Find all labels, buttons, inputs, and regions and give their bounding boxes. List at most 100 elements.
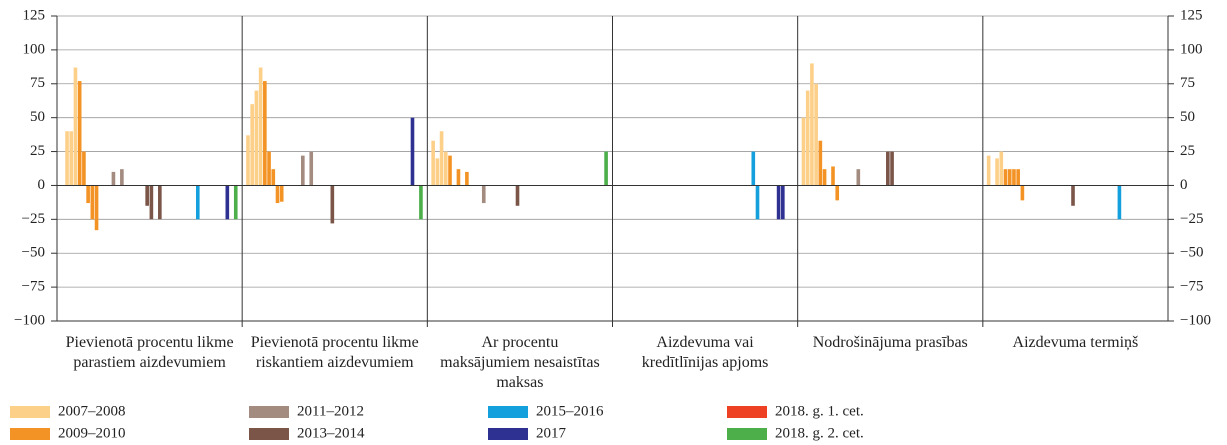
bar [86, 185, 90, 204]
bar [995, 158, 999, 186]
bar [751, 151, 756, 186]
legend-label: 2018. g. 2. cet. [775, 425, 864, 441]
y2-tick-label: 75 [1180, 75, 1195, 91]
bar [225, 185, 230, 220]
bar [835, 185, 840, 201]
legend-label: 2018. g. 1. cet. [775, 403, 864, 419]
bar [448, 155, 452, 186]
bar [886, 151, 890, 186]
legend-label: 2007–2008 [58, 403, 126, 419]
legend-label: 2015–2016 [536, 403, 604, 419]
bar [604, 151, 608, 186]
legend-label: 2013–2014 [297, 425, 365, 441]
bar [82, 151, 86, 186]
bar [1071, 185, 1075, 206]
bar [1117, 185, 1122, 220]
y2-tick-label: −75 [1180, 279, 1203, 295]
legend-swatch [727, 406, 767, 418]
bar [195, 185, 200, 220]
y-tick-label: 75 [30, 75, 45, 91]
bar [73, 67, 78, 186]
bar [246, 135, 250, 186]
legend-swatch [249, 406, 289, 418]
bar [120, 169, 124, 186]
y-tick-label: 50 [30, 109, 45, 125]
y-tick-label: −25 [22, 211, 45, 227]
bar [419, 185, 423, 220]
bar [309, 151, 314, 186]
y-tick-label: −50 [22, 245, 45, 261]
x-category-label: Ar procentu maksājumiem nesaistītas maks… [440, 334, 600, 391]
bar [810, 63, 814, 186]
bar [515, 185, 520, 206]
legend-swatch [249, 428, 289, 440]
y-tick-label: 100 [23, 41, 46, 57]
y2-tick-label: 100 [1180, 41, 1203, 57]
y2-tick-label: 125 [1180, 7, 1203, 23]
legend-label: 2017 [536, 425, 567, 441]
bar [69, 131, 74, 186]
bar [275, 185, 280, 204]
legend-label: 2009–2010 [58, 425, 126, 441]
bar [781, 185, 785, 220]
x-category-label: Aizdevuma termiņš [1012, 334, 1139, 351]
legend-swatch [10, 428, 50, 440]
bar [431, 140, 435, 186]
bar [77, 81, 82, 186]
bar [271, 169, 276, 186]
bar [805, 90, 810, 186]
bar [301, 155, 305, 186]
bar [776, 185, 781, 220]
legend-swatch [10, 406, 50, 418]
bar [254, 90, 259, 186]
bar [1007, 169, 1012, 186]
bar [1003, 169, 1008, 186]
y2-tick-label: 50 [1180, 109, 1195, 125]
bar [439, 131, 444, 186]
y-tick-label: −100 [14, 312, 45, 328]
bar [94, 185, 99, 231]
y-tick-label: 0 [38, 177, 46, 193]
bar [831, 166, 835, 186]
bar [145, 185, 149, 206]
bar [481, 185, 486, 204]
bar [90, 185, 95, 220]
bar [149, 185, 154, 220]
bar [1012, 169, 1016, 186]
bar [158, 185, 162, 220]
bar [814, 83, 818, 186]
y2-tick-label: −100 [1180, 312, 1211, 328]
y2-tick-label: −25 [1180, 211, 1203, 227]
bar [263, 81, 267, 186]
bar [111, 171, 116, 186]
bar [456, 169, 461, 186]
bar [755, 185, 760, 220]
bar [233, 185, 238, 220]
bar [279, 185, 284, 202]
legend-swatch [488, 406, 528, 418]
legend-swatch [727, 428, 767, 440]
y-tick-label: 125 [23, 7, 46, 23]
bar [465, 171, 469, 186]
y-tick-label: 25 [30, 143, 45, 159]
bar [435, 158, 440, 186]
bar [986, 155, 991, 186]
x-category-label: Pievienotā procentu likme parastiem aizd… [65, 334, 234, 371]
bar [65, 131, 69, 186]
bar [818, 140, 823, 186]
bar [267, 151, 271, 186]
y-tick-label: −75 [22, 279, 45, 295]
bar [258, 67, 263, 186]
x-category-label: Aizdevuma vai kredītlīnijas apjoms [641, 334, 769, 371]
legend-swatch [488, 428, 528, 440]
bar [1020, 185, 1025, 201]
bar [801, 117, 806, 186]
bar [822, 169, 827, 186]
bar [443, 151, 448, 186]
bar [999, 151, 1004, 186]
bar [250, 104, 255, 186]
legend-label: 2011–2012 [297, 403, 364, 419]
bar [856, 169, 861, 186]
